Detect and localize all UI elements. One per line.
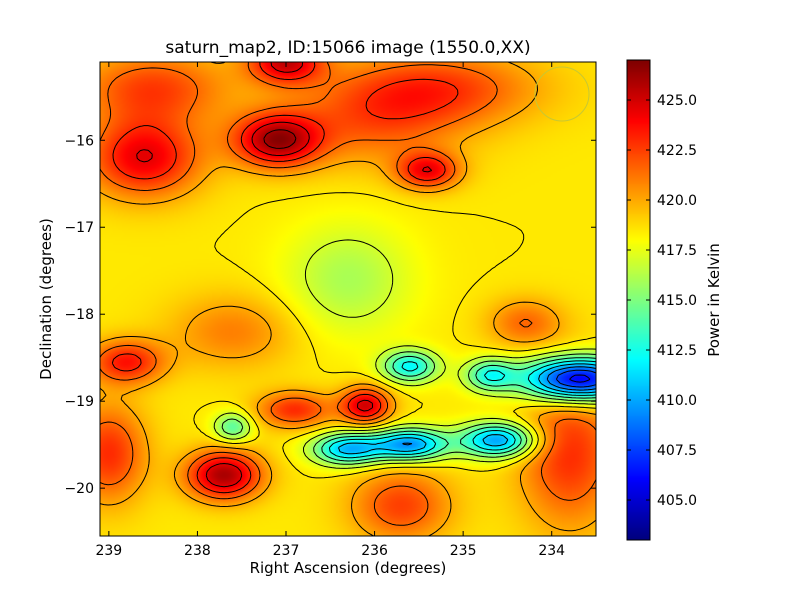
plot-area: 239 238 237 236 235 234 −16 −17 −18 −19 −20 [64, 61, 597, 559]
contour-lines [99, 61, 597, 537]
contour-level-4 [338, 363, 597, 455]
chart-title: saturn_map2, ID:15066 image (1550.0,XX) [165, 38, 530, 58]
heatmap-image [100, 62, 596, 536]
beam-circle [534, 66, 590, 122]
colorbar-tick-label: 405.0 [657, 493, 697, 509]
contour-level-7 [221, 351, 597, 465]
y-axis-label: Declination (degrees) [37, 218, 55, 380]
x-tick-label: 236 [361, 543, 388, 559]
contour-level-5 [328, 360, 597, 459]
contour-level-3 [402, 366, 597, 446]
contour-level-8 [213, 239, 597, 469]
colorbar-label: Power in Kelvin [705, 243, 723, 357]
x-tick-label: 239 [95, 543, 122, 559]
contour-level-2 [555, 369, 597, 388]
colorbar-tick-label: 412.5 [657, 343, 697, 359]
x-tick-label: 238 [184, 543, 211, 559]
contour-level-14 [263, 129, 297, 149]
colorbar-tick-label: 420.0 [657, 193, 697, 209]
colorbar-tick-label: 410.0 [657, 393, 697, 409]
contour-level-13 [136, 61, 433, 488]
x-axis-label: Right Ascension (degrees) [250, 559, 447, 577]
x-axis-ticks: 239 238 237 236 235 234 [95, 62, 565, 559]
y-tick-label: −17 [64, 220, 94, 236]
y-tick-label: −19 [64, 394, 94, 410]
y-tick-label: −20 [64, 481, 94, 497]
y-tick-label: −16 [64, 133, 94, 149]
colorbar: 405.0 407.5 410.0 412.5 415.0 417.5 420.0 422.5… [626, 59, 723, 541]
plot-frame [99, 61, 597, 537]
contour-level-1 [569, 374, 591, 383]
x-tick-label: 234 [538, 543, 565, 559]
x-tick-label: 237 [273, 543, 300, 559]
contour-level-12 [111, 61, 459, 494]
colorbar-tick-label: 422.5 [657, 143, 697, 159]
colorbar-tick-label: 407.5 [657, 443, 697, 459]
colorbar-ticks: 405.0 407.5 410.0 412.5 415.0 417.5 420.0 422.5… [627, 93, 697, 509]
colorbar-tick-label: 417.5 [657, 243, 697, 259]
colorbar-gradient [627, 60, 650, 540]
colorbar-tick-label: 415.0 [657, 293, 697, 309]
contour-level-9 [193, 192, 597, 479]
x-tick-label: 235 [450, 543, 477, 559]
contour-level-6 [321, 355, 597, 462]
y-axis-ticks: −16 −17 −18 −19 −20 [64, 133, 596, 497]
y-tick-label: −18 [64, 307, 94, 323]
colorbar-tick-label: 425.0 [657, 93, 697, 109]
